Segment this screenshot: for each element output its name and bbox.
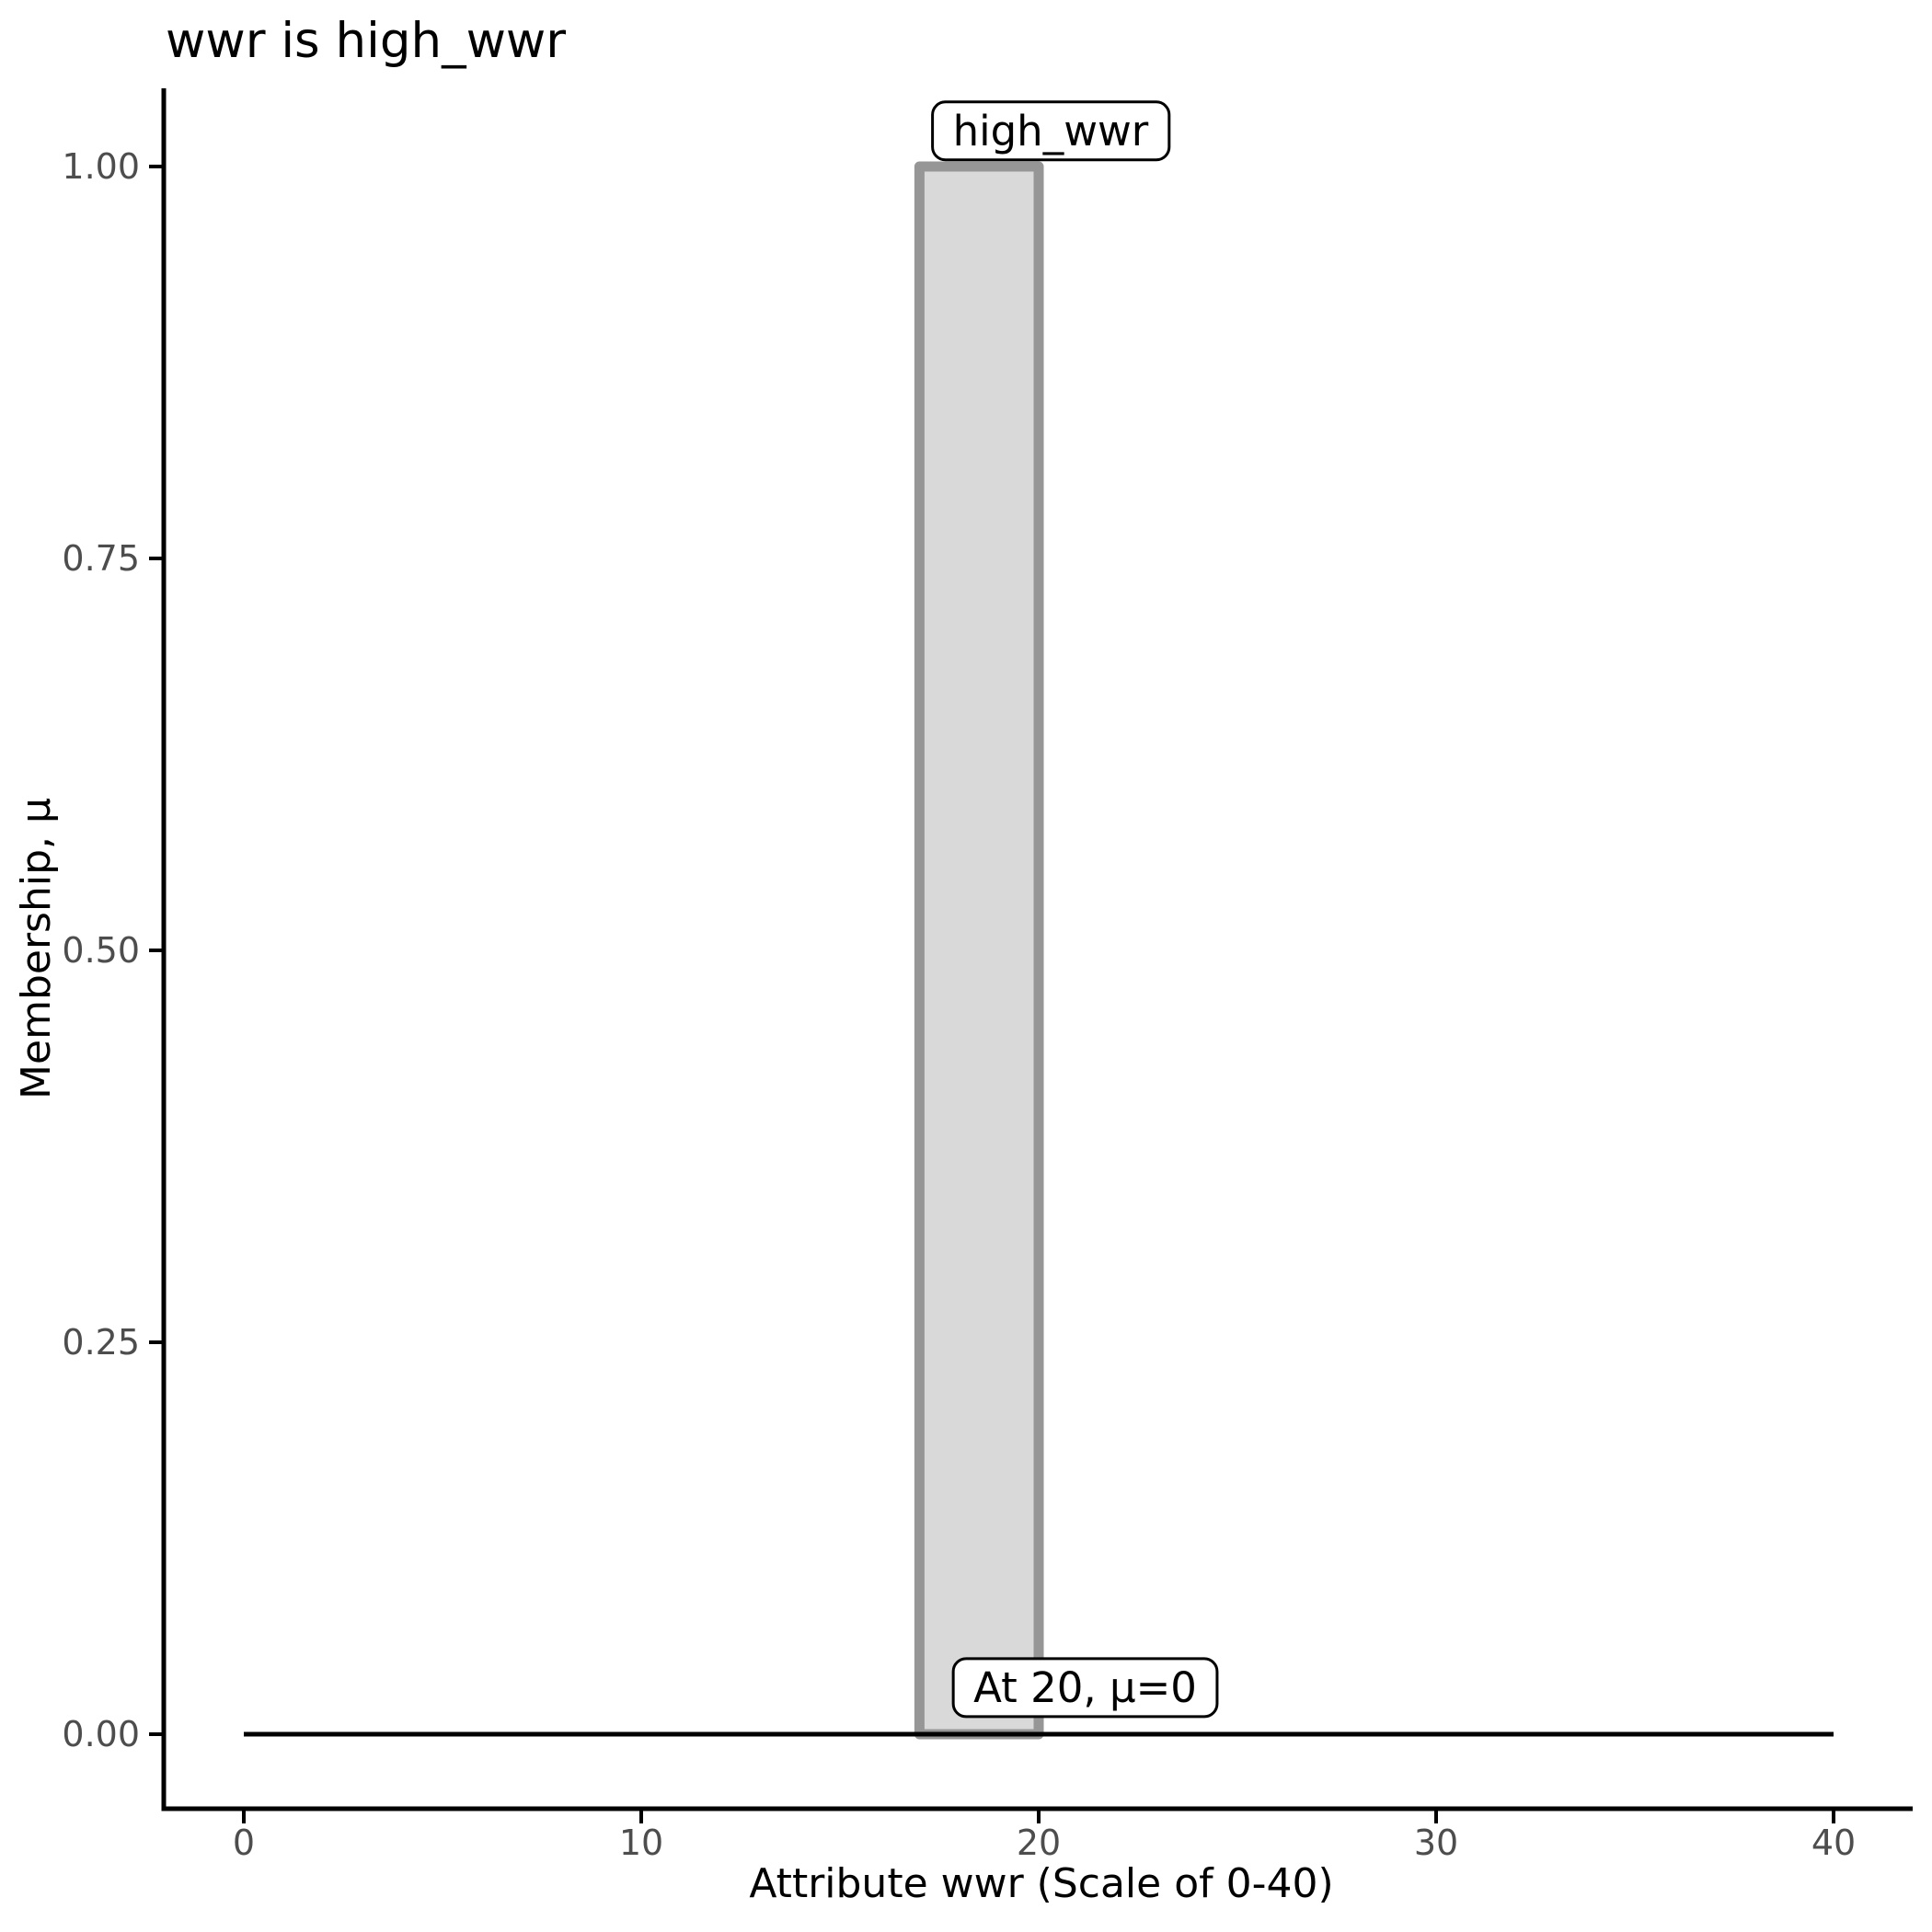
annotations-layer: high_wwr At 20, μ=0 [931, 100, 1219, 1719]
y-tick-label: 1.00 [62, 146, 140, 187]
chart-title: wwr is high_wwr [166, 13, 566, 69]
annotation-text: high_wwr [953, 107, 1149, 155]
x-axis-title: Attribute wwr (Scale of 0-40) [749, 1860, 1333, 1907]
y-axis-title: Membership, μ [13, 798, 60, 1099]
series-layer [244, 161, 1834, 1740]
annotation-text: At 20, μ=0 [973, 1663, 1197, 1712]
x-tick-label: 40 [1811, 1823, 1856, 1863]
membership-polygon-high_wwr [914, 161, 1044, 1740]
x-ticks-layer: 0 10 20 30 40 [233, 1809, 1856, 1863]
y-tick-label: 0.50 [62, 930, 140, 971]
y-tick-label: 0.25 [62, 1322, 140, 1363]
y-tick-label: 0.00 [62, 1714, 140, 1754]
x-tick-label: 20 [1017, 1823, 1061, 1863]
x-tick-label: 0 [233, 1823, 255, 1863]
x-tick-label: 10 [619, 1823, 663, 1863]
x-tick-label: 30 [1414, 1823, 1458, 1863]
annotation-box [951, 1657, 1219, 1719]
y-ticks-layer: 0.00 0.25 0.50 0.75 1.00 [62, 146, 164, 1754]
annotation-box [931, 100, 1171, 162]
y-tick-label: 0.75 [62, 538, 140, 579]
